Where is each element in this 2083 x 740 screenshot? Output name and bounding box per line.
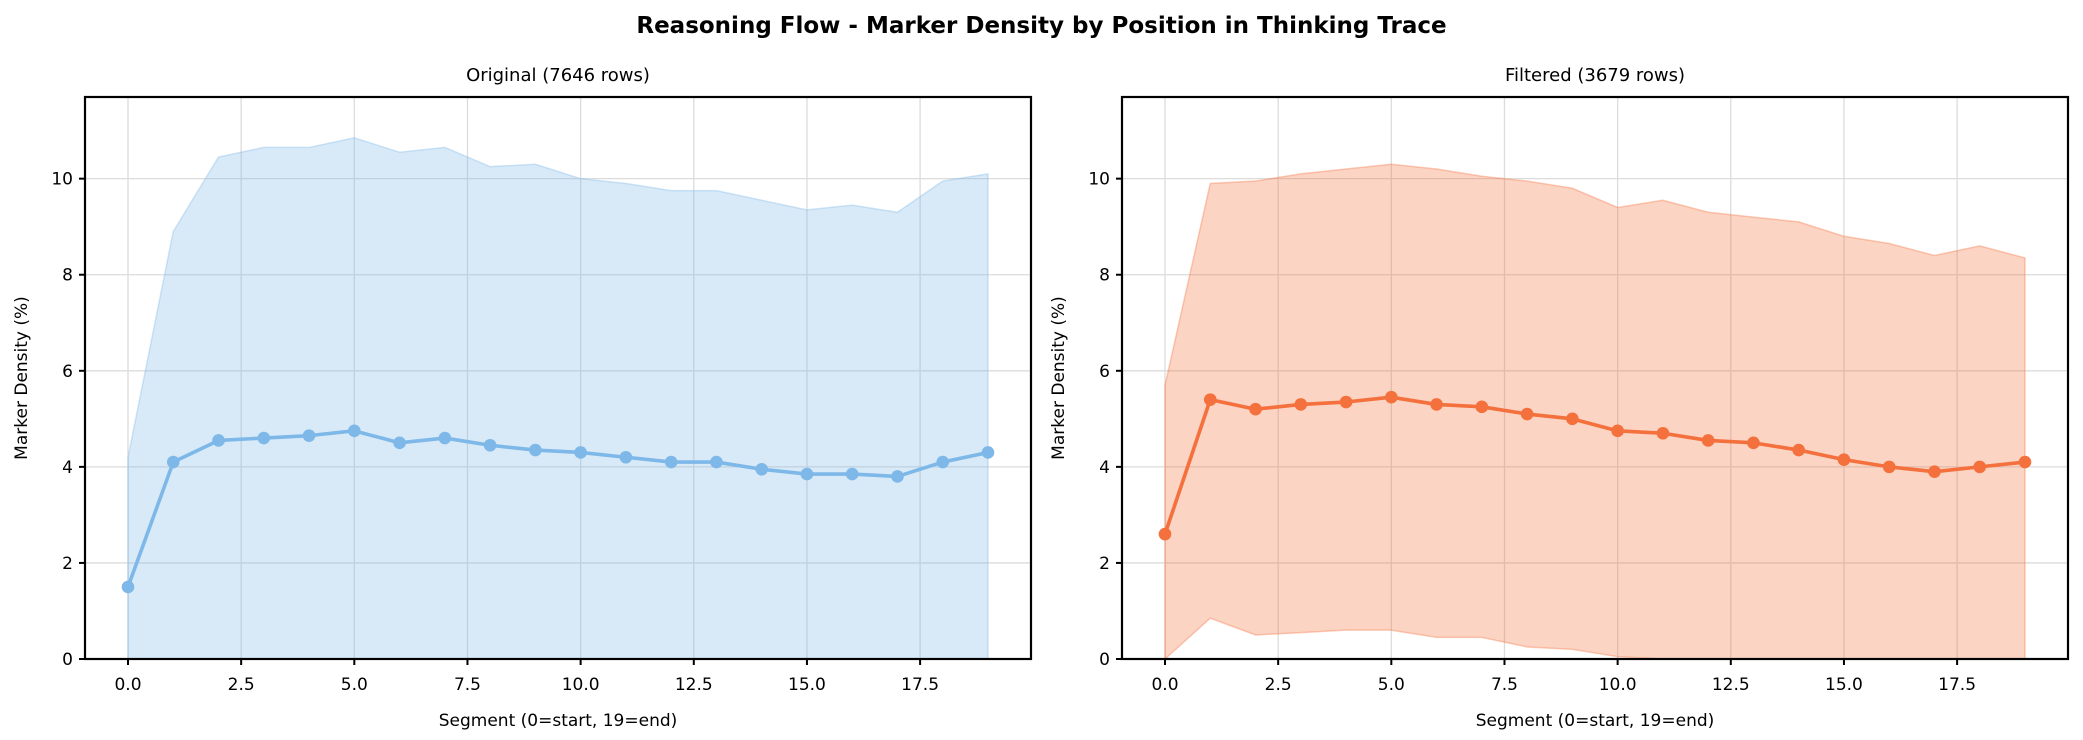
y-tick-label: 8 [1099,266,1110,286]
x-tick-label: 2.5 [228,675,255,695]
x-tick-label: 7.5 [454,675,481,695]
data-point-marker [1882,460,1896,474]
data-point-marker [1611,424,1624,438]
data-point-marker [1249,402,1262,416]
data-point-marker [710,455,723,469]
data-point-marker [1656,426,1670,440]
data-point-marker [121,580,135,594]
x-axis-label-original: Segment (0=start, 19=end) [439,711,678,731]
data-point-marker [619,450,633,464]
data-point-marker [1792,443,1805,457]
data-point-marker [1566,412,1579,426]
x-tick-label: 0.0 [1151,675,1178,695]
y-tick-label: 2 [1099,554,1110,574]
panel-filtered: 0.0 2.5 5.0 7.5 10.0 12.5 15.0 17.5 0 2 4 6 8 10 Filt… [1049,65,2070,731]
mean-line [1163,395,2027,536]
x-tick-label: 2.5 [1265,675,1292,695]
data-point-marker [2018,455,2032,469]
data-point-marker [664,455,678,469]
data-point-marker [981,446,995,459]
panel-title-original: Original (7646 rows) [466,65,650,86]
y-tick-label: 10 [51,170,73,190]
data-point-marker [845,467,859,481]
x-tick-label: 15.0 [788,675,826,695]
data-point-marker [257,431,271,445]
plot-area-filtered: 0.0 2.5 5.0 7.5 10.0 12.5 15.0 17.5 0 2 4 6 8 10 [1088,95,2070,695]
data-point-marker [1701,434,1715,447]
data-point-marker [755,462,768,476]
data-point-marker [1294,398,1308,411]
y-tick-label: 0 [1099,650,1110,670]
data-point-marker [1339,395,1353,409]
data-point-marker [348,424,361,438]
mean-line [126,429,990,589]
x-tick-label: 17.5 [1938,675,1976,695]
x-tick-label: 12.5 [1712,675,1750,695]
y-tick-label: 8 [62,266,73,286]
data-point-marker [1385,390,1398,404]
data-point-marker [483,438,497,452]
axes-spines [1120,95,2070,661]
y-axis-label-filtered: Marker Density (%) [1049,296,1069,460]
x-tick-label: 5.0 [1378,675,1405,695]
data-point-marker [1475,400,1489,414]
data-point-marker [438,431,452,445]
data-point-marker [1973,460,1987,474]
data-point-marker [1430,398,1443,411]
data-point-marker [936,455,950,469]
data-point-marker [302,429,316,442]
x-tick-label: 17.5 [901,675,939,695]
data-point-marker [800,467,814,481]
y-tick-label: 4 [62,458,73,478]
y-tick-label: 6 [1099,362,1110,382]
data-point-marker [529,443,542,457]
data-point-marker [1837,453,1851,466]
panel-original: 0.0 2.5 5.0 7.5 10.0 12.5 15.0 17.5 0 2 4 6 8 10 Orig… [12,65,1033,731]
y-tick-label: 2 [62,554,73,574]
data-point-marker [1928,465,1941,478]
panel-title-filtered: Filtered (3679 rows) [1505,65,1685,86]
std-band [127,137,989,660]
plot-area-original: 0.0 2.5 5.0 7.5 10.0 12.5 15.0 17.5 0 2 4 6 8 10 [51,95,1033,695]
data-point-marker [212,434,225,447]
data-point-marker [393,436,406,450]
data-point-marker [1747,436,1760,450]
data-point-marker [1203,393,1217,406]
y-tick-label: 10 [1088,170,1110,190]
data-point-marker [1520,407,1534,421]
x-tick-label: 15.0 [1825,675,1863,695]
figure-suptitle: Reasoning Flow - Marker Density by Posit… [636,13,1446,39]
x-axis-label-filtered: Segment (0=start, 19=end) [1476,711,1715,731]
x-tick-label: 7.5 [1491,675,1518,695]
data-point-marker [1158,527,1172,541]
data-point-marker [574,446,587,459]
x-tick-label: 5.0 [341,675,368,695]
data-point-marker [166,455,180,469]
x-tick-label: 12.5 [675,675,713,695]
x-tick-label: 10.0 [1599,675,1637,695]
x-tick-label: 10.0 [562,675,600,695]
y-tick-label: 6 [62,362,73,382]
data-point-marker [891,470,904,483]
x-tick-label: 0.0 [114,675,141,695]
y-tick-label: 4 [1099,458,1110,478]
y-axis-label-original: Marker Density (%) [12,296,32,460]
std-band [1164,163,2026,661]
axes-spines [83,95,1033,661]
y-tick-label: 0 [62,650,73,670]
